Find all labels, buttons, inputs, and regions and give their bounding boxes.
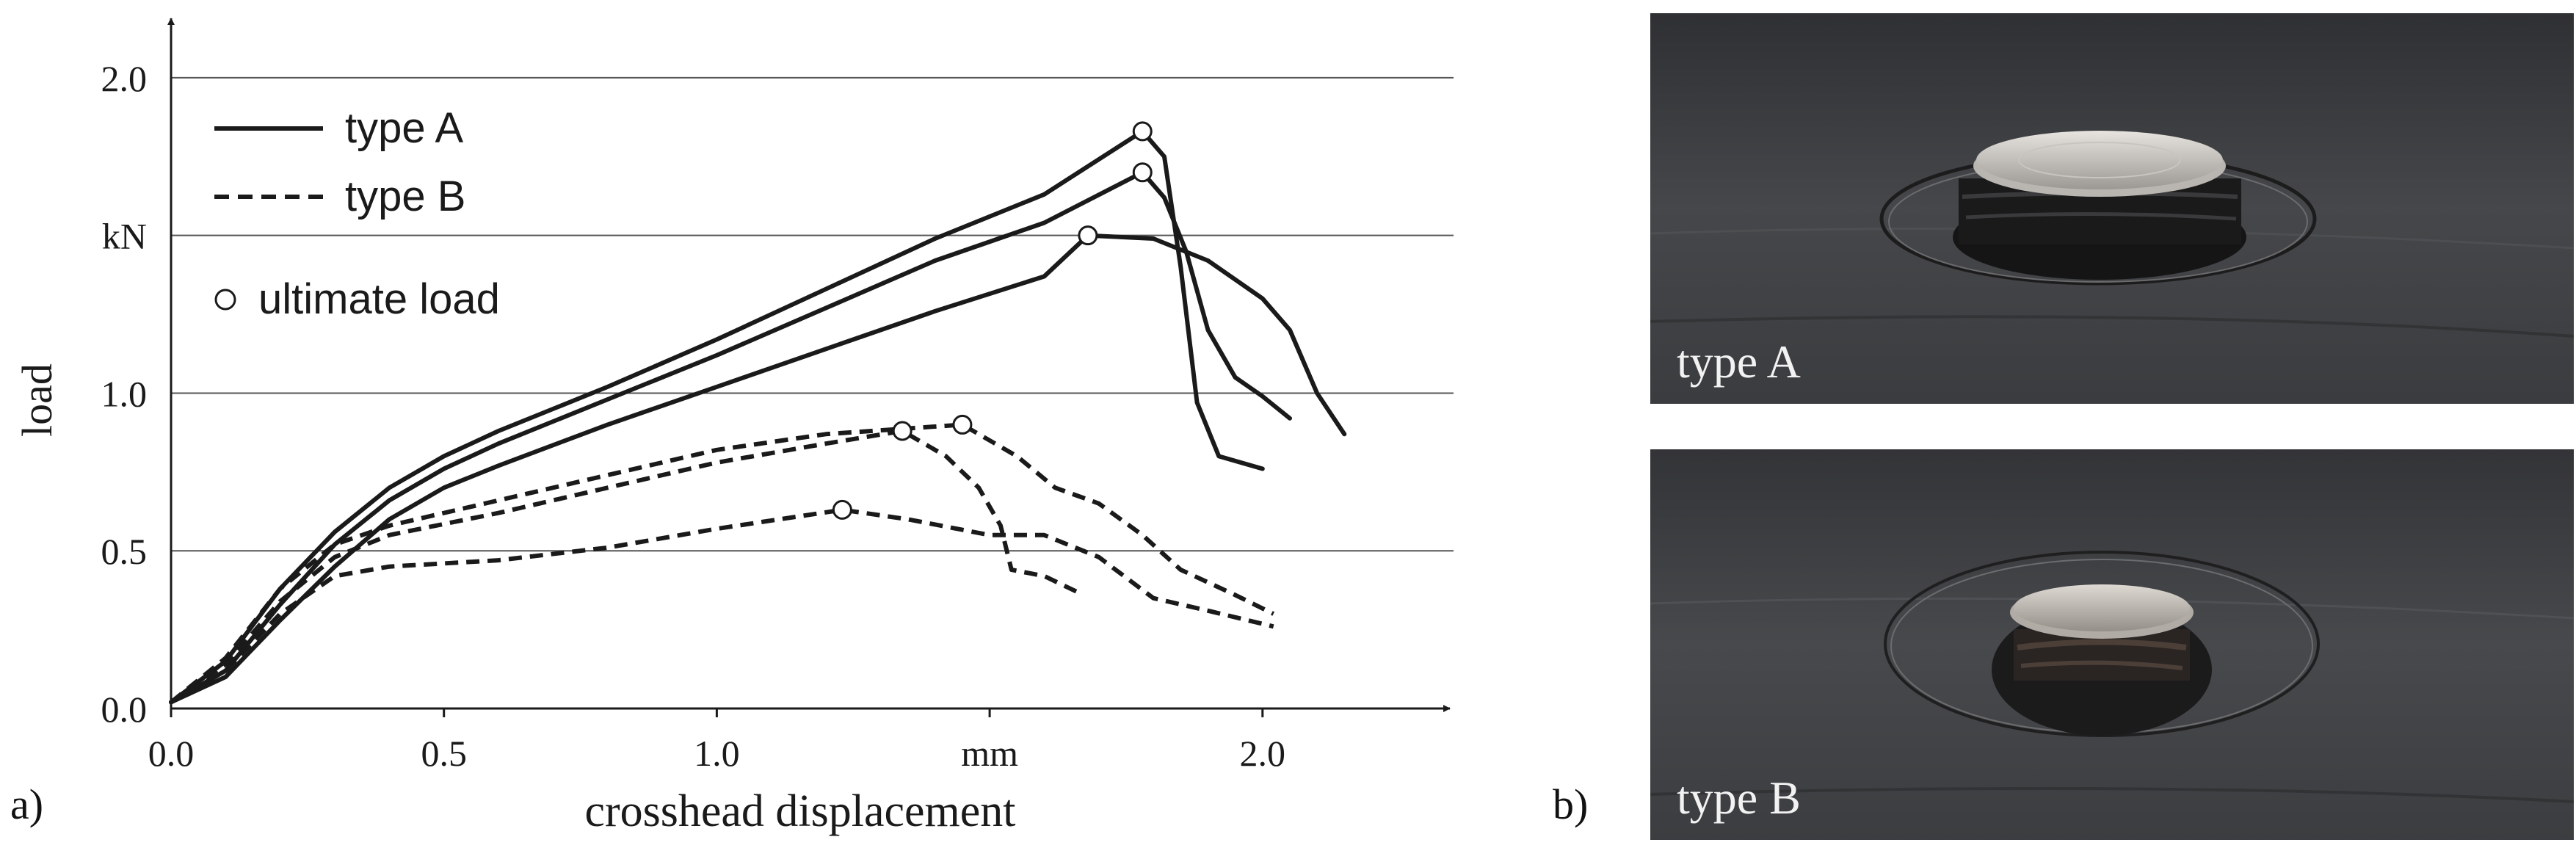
series-line-type-a-2 <box>169 128 1265 705</box>
axes <box>167 18 1451 712</box>
y-tick-label-0: 0.0 <box>101 689 148 730</box>
ultimate-load-marker-3 <box>832 499 852 520</box>
legend-swatch-ultimate-load <box>214 289 236 311</box>
panel-label-b: b) <box>1553 780 1589 828</box>
load-displacement-chart: 0.0 0.5 1.0 kN 2.0 0.0 0.5 1.0 mm 2.0 type A type… <box>13 18 1454 836</box>
photo-type-a: type A <box>1650 13 2574 404</box>
legend-label-ultimate-load: ultimate load <box>258 275 500 323</box>
legend-label-type-b: type B <box>345 173 465 220</box>
panel-label-a: a) <box>10 780 44 828</box>
legend: type A type B ultimate load <box>214 104 500 323</box>
series-line-type-b-3 <box>170 507 1274 704</box>
y-tick-label-1: 0.5 <box>101 531 148 572</box>
tick-labels: 0.0 0.5 1.0 kN 2.0 0.0 0.5 1.0 mm 2.0 <box>101 58 1286 774</box>
x-tick-label-1: 0.5 <box>421 733 467 774</box>
ultimate-load-marker-4 <box>892 421 913 441</box>
grid-lines <box>171 76 1454 552</box>
y-tick-label-2: 1.0 <box>101 373 148 414</box>
photo-type-b: type B <box>1650 449 2574 840</box>
series-line-type-b-4 <box>170 429 1078 704</box>
ultimate-load-marker-5 <box>952 414 973 435</box>
ultimate-load-marker-1 <box>1132 162 1153 183</box>
x-tick-label-3: mm <box>961 733 1018 774</box>
ultimate-load-markers <box>832 121 1153 520</box>
photo-caption-type-b: type B <box>1677 772 1801 824</box>
x-axis-label: crosshead displacement <box>584 786 1015 836</box>
x-tick-label-4: 2.0 <box>1240 733 1286 774</box>
series-line-type-b-5 <box>170 422 1275 704</box>
series-line-type-a-1 <box>169 170 1292 705</box>
y-tick-label-3: kN <box>102 216 147 257</box>
series-lines <box>169 128 1347 705</box>
photo-caption-type-a: type A <box>1677 336 1801 388</box>
x-tick-label-0: 0.0 <box>148 733 195 774</box>
y-tick-label-4: 2.0 <box>101 58 148 99</box>
series-line-type-a-0 <box>169 233 1347 705</box>
x-tick-label-2: 1.0 <box>694 733 740 774</box>
ultimate-load-marker-2 <box>1132 121 1153 142</box>
legend-label-type-a: type A <box>345 104 464 152</box>
photo-type-b-image <box>1650 449 2574 840</box>
y-axis-label: load <box>13 363 61 437</box>
photo-type-a-image <box>1650 13 2574 404</box>
ultimate-load-marker-0 <box>1078 225 1098 246</box>
